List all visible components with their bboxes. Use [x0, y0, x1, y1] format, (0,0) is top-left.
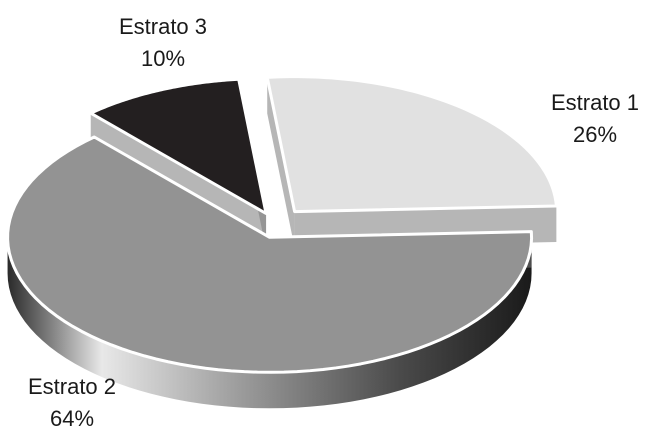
slice-label-1: Estrato 1 — [551, 90, 639, 115]
slice-value-label-2: 64% — [50, 406, 94, 429]
pie-slice-3 — [89, 77, 268, 215]
pie-slice-cutface-1-0 — [267, 77, 295, 248]
pie-slice-group — [6, 135, 534, 409]
slice-value-label-3: 10% — [141, 46, 185, 71]
pie-slice-group — [265, 75, 558, 248]
slice-value-label-1: 26% — [573, 122, 617, 147]
pie-slice-1 — [265, 75, 558, 214]
slice-label-2: Estrato 2 — [28, 374, 116, 399]
pie-slice-side-2 — [7, 237, 532, 409]
slice-label-3: Estrato 3 — [119, 14, 207, 39]
pie-slice-2 — [6, 135, 534, 374]
